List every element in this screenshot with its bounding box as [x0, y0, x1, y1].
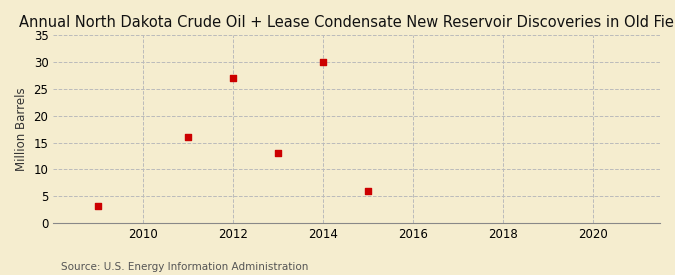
- Y-axis label: Million Barrels: Million Barrels: [15, 87, 28, 171]
- Text: Source: U.S. Energy Information Administration: Source: U.S. Energy Information Administ…: [61, 262, 308, 272]
- Title: Annual North Dakota Crude Oil + Lease Condensate New Reservoir Discoveries in Ol: Annual North Dakota Crude Oil + Lease Co…: [19, 15, 675, 30]
- Point: [362, 189, 373, 193]
- Point: [317, 59, 328, 64]
- Point: [273, 151, 284, 155]
- Point: [93, 204, 104, 208]
- Point: [183, 135, 194, 139]
- Point: [227, 76, 238, 80]
